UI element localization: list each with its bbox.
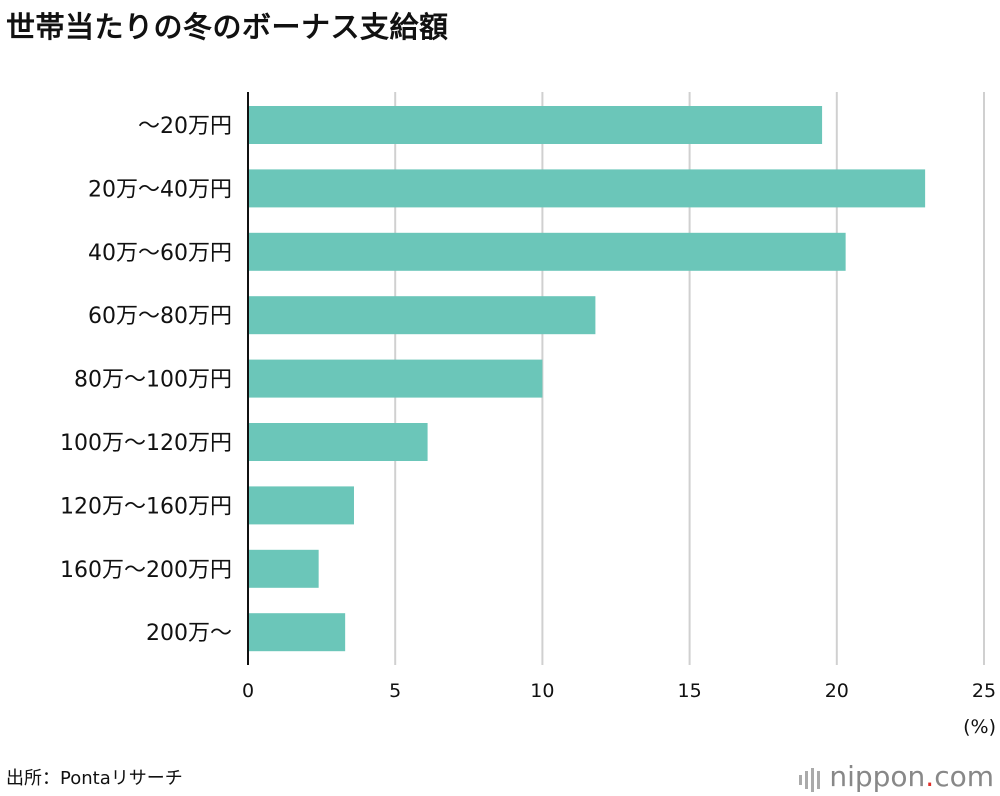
- bar: [248, 296, 596, 335]
- chart-title: 世帯当たりの冬のボーナス支給額: [6, 10, 449, 44]
- bar: [248, 613, 346, 652]
- logo-bars-icon: [799, 762, 823, 795]
- x-tick-label: 5: [389, 680, 401, 702]
- x-tick-label: 20: [825, 680, 849, 702]
- bar: [248, 486, 354, 525]
- x-tick-label: 15: [678, 680, 702, 702]
- category-label: 120万～160万円: [60, 494, 232, 519]
- bar-chart: 0 5 10 15 20 25 (%) ～20万円 20万～40万円 40万～60万円 60万～80…: [60, 92, 996, 738]
- x-tick-label: 0: [242, 680, 254, 702]
- category-label: 20万～40万円: [88, 177, 232, 202]
- category-label: 80万～100万円: [74, 368, 232, 393]
- source-note: 出所：Pontaリサーチ: [6, 768, 183, 789]
- bar: [248, 232, 846, 271]
- category-label: 60万～80万円: [88, 304, 232, 329]
- bar: [248, 106, 823, 144]
- category-label: 160万～200万円: [60, 558, 232, 583]
- nippon-logo: nippon.com: [799, 760, 994, 795]
- bar: [248, 359, 543, 398]
- x-axis-label: (%): [963, 716, 996, 738]
- bar: [248, 423, 428, 461]
- category-label: 200万～: [146, 621, 232, 646]
- x-tick-label: 10: [530, 680, 554, 702]
- bar: [248, 169, 926, 208]
- category-label: ～20万円: [138, 114, 232, 139]
- bar: [248, 549, 319, 588]
- category-label: 100万～120万円: [60, 431, 232, 456]
- x-tick-label: 25: [972, 680, 996, 702]
- category-label: 40万～60万円: [88, 241, 232, 266]
